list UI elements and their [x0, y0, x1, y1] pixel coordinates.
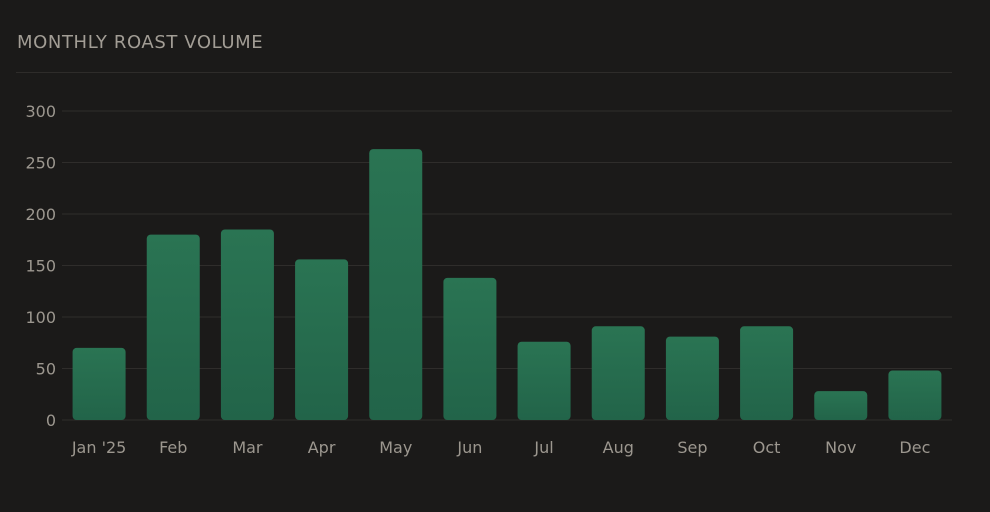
x-tick-label: Apr — [308, 438, 336, 457]
y-axis-ticks: 0 50 100 150 200 250 300 — [25, 102, 56, 430]
y-tick-label: 50 — [36, 360, 56, 379]
y-tick-label: 250 — [25, 154, 56, 173]
bar-9[interactable] — [665, 336, 719, 420]
x-tick-label: May — [379, 438, 412, 457]
bar-8[interactable] — [591, 326, 645, 420]
y-tick-label: 300 — [25, 102, 56, 121]
bar-5[interactable] — [369, 149, 423, 421]
bar-7[interactable] — [517, 341, 571, 420]
bar-2[interactable] — [146, 234, 200, 420]
x-tick-label: Oct — [753, 438, 781, 457]
x-tick-label: Jul — [533, 438, 553, 457]
x-tick-label: Dec — [899, 438, 930, 457]
x-axis-ticks: Jan '25 Feb Mar Apr May Jun Jul Aug Sep Oct Nov Dec — [71, 438, 931, 457]
bar-4[interactable] — [295, 259, 349, 420]
y-tick-label: 100 — [25, 308, 56, 327]
bar-10[interactable] — [740, 326, 794, 420]
y-tick-label: 150 — [25, 257, 56, 276]
bars — [72, 149, 942, 421]
chart-title: MONTHLY ROAST VOLUME — [17, 32, 264, 53]
x-tick-label: Mar — [232, 438, 263, 457]
x-tick-label: Nov — [825, 438, 856, 457]
bar-12[interactable] — [888, 370, 942, 420]
x-tick-label: Feb — [159, 438, 187, 457]
bar-11[interactable] — [814, 391, 868, 420]
x-tick-label: Jan '25 — [71, 438, 127, 457]
bar-3[interactable] — [220, 229, 274, 420]
x-tick-label: Sep — [677, 438, 707, 457]
title-divider — [16, 72, 952, 73]
y-tick-label: 200 — [25, 205, 56, 224]
x-tick-label: Aug — [603, 438, 634, 457]
bar-1[interactable] — [72, 347, 126, 420]
bar-6[interactable] — [443, 277, 497, 420]
y-tick-label: 0 — [46, 411, 56, 430]
x-tick-label: Jun — [456, 438, 482, 457]
gridlines — [62, 110, 952, 421]
